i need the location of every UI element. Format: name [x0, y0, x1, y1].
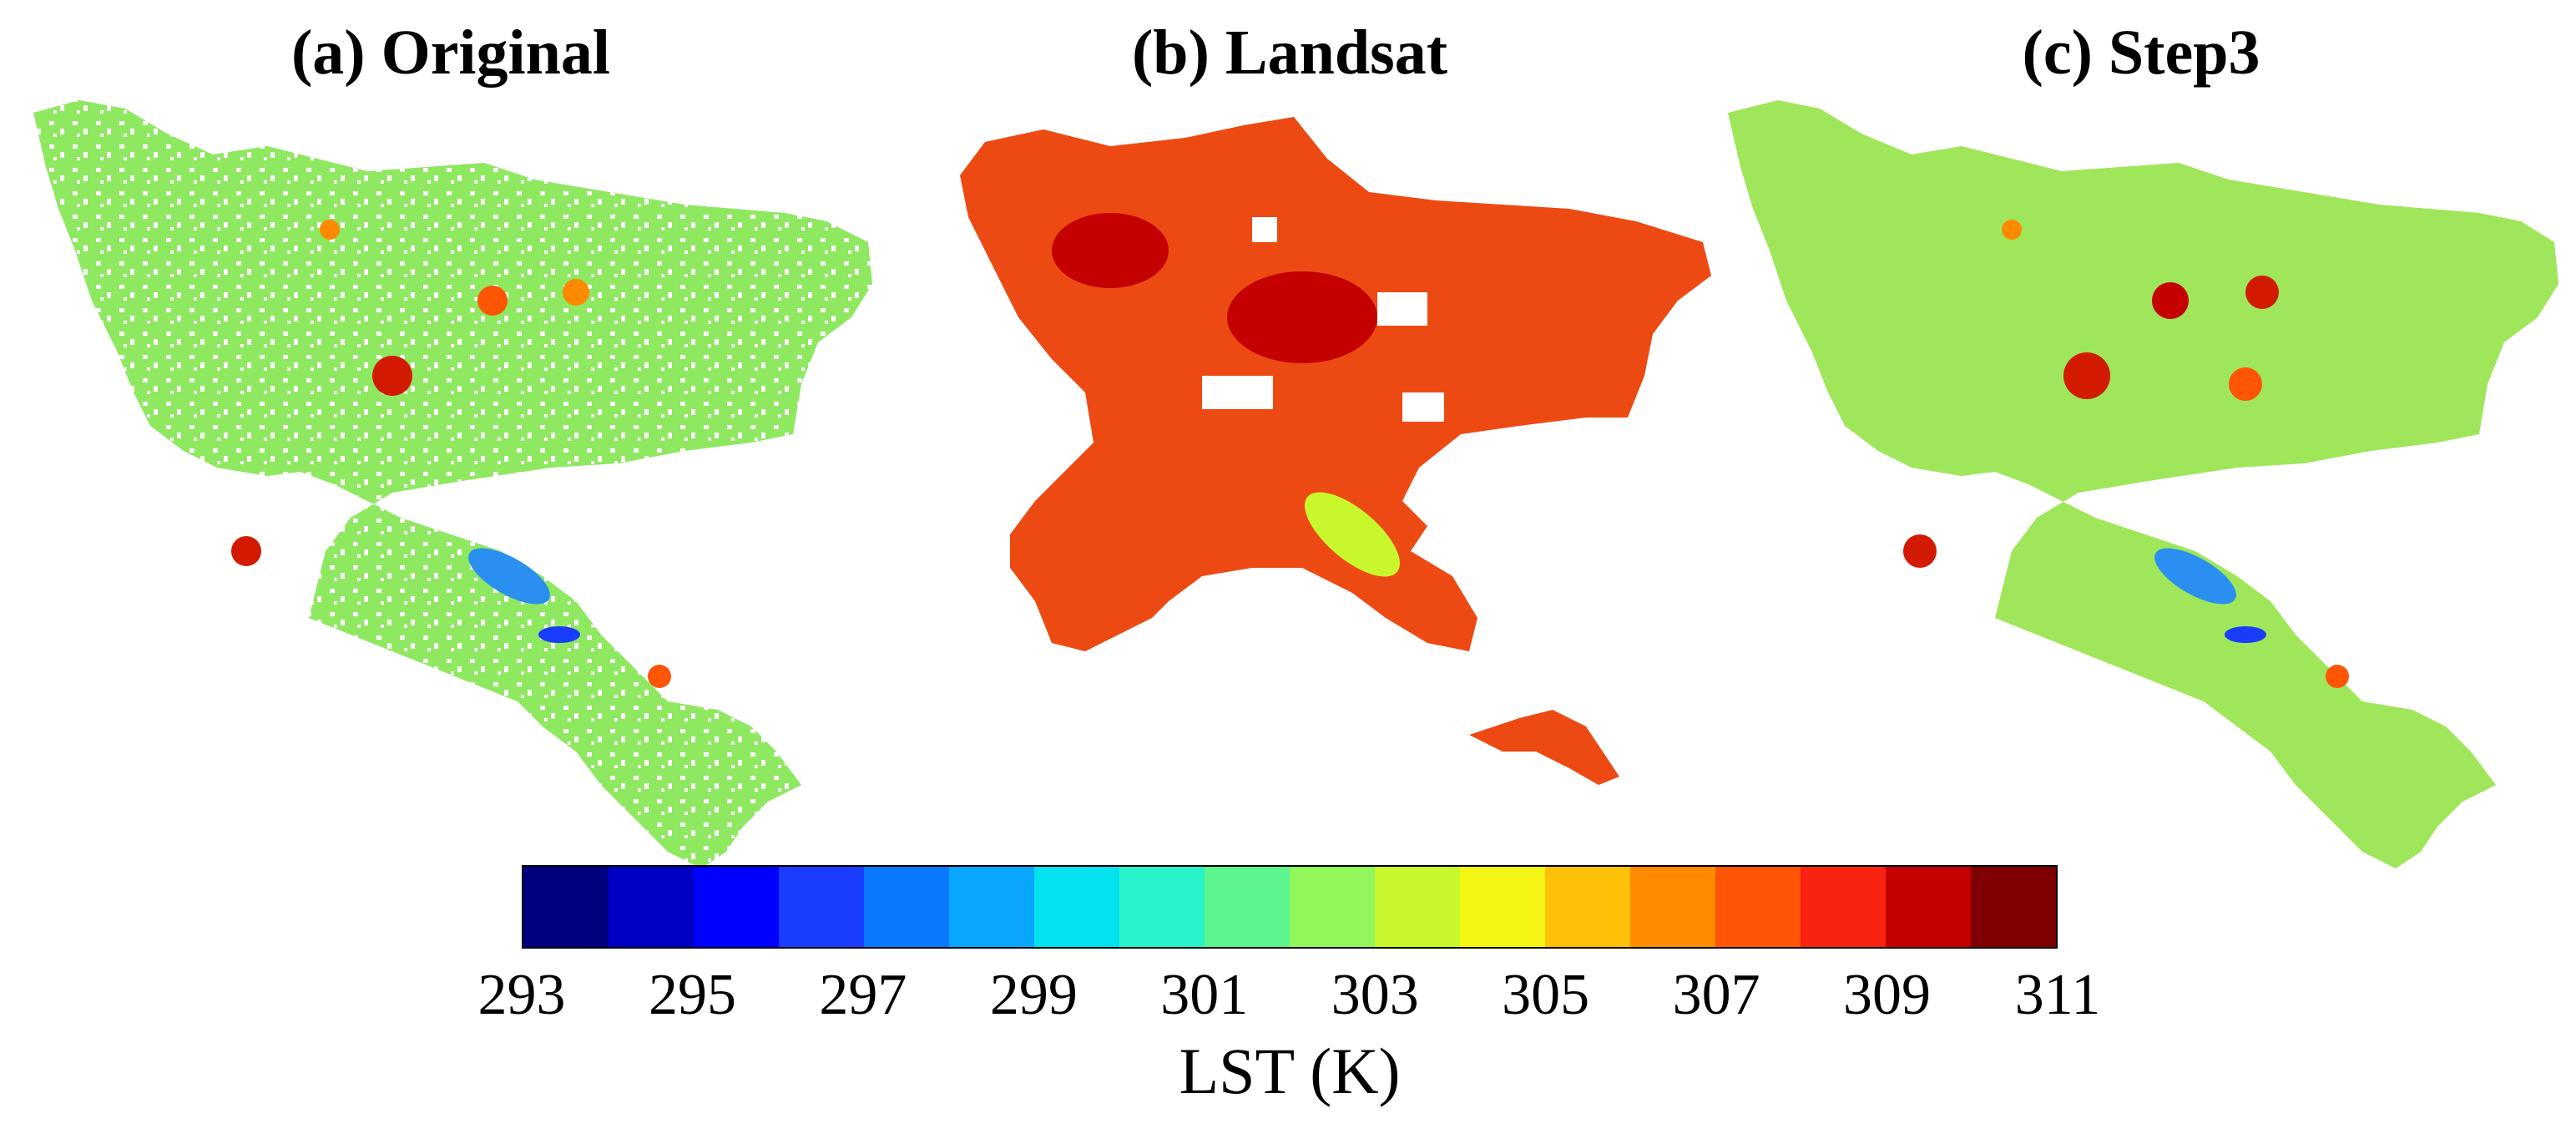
colorbar-swatch [1801, 867, 1886, 947]
colorbar-tick-label: 309 [1843, 963, 1932, 1027]
colorbar [522, 865, 2058, 949]
original-hotspot [372, 356, 412, 396]
panel-title-landsat: (b) Landsat [1132, 18, 1447, 88]
original-missing-pixels [33, 100, 872, 868]
colorbar-swatch [864, 867, 949, 947]
colorbar-tick-label: 299 [989, 963, 1078, 1027]
colorbar-swatch [1886, 867, 1971, 947]
step3-hotspot [2002, 220, 2022, 240]
step3-hotspot [1903, 534, 1937, 568]
colorbar-tick-label: 305 [1502, 963, 1590, 1027]
step3-hotspot [2326, 665, 2349, 688]
colorbar-swatch [949, 867, 1034, 947]
step3-hotspot [2152, 282, 2189, 319]
colorbar-swatch [694, 867, 779, 947]
colorbar-swatch [1460, 867, 1545, 947]
colorbar-swatch [1119, 867, 1205, 947]
panel-title-step3: (c) Step3 [2022, 18, 2260, 88]
step3-hotspot [2229, 367, 2262, 401]
colorbar-tick-label: 303 [1331, 963, 1419, 1027]
colorbar-tick-label: 293 [477, 963, 566, 1027]
colorbar-label: LST (K) [1179, 1035, 1401, 1107]
original-hotspot [563, 279, 589, 306]
original-hotspot [231, 536, 261, 566]
colorbar-swatch [1375, 867, 1460, 947]
original-water-body [468, 548, 550, 605]
colorbar-swatch [523, 867, 609, 947]
colorbar-swatch [779, 867, 864, 947]
original-hotspot [477, 286, 508, 316]
colorbar-swatch [1034, 867, 1119, 947]
colorbar-swatch [1205, 867, 1290, 947]
original-hotspot [320, 220, 340, 240]
landsat-region [1469, 710, 1619, 785]
map-original [33, 100, 872, 868]
colorbar-swatch [1971, 867, 2056, 947]
step3-hotspot [2245, 276, 2279, 309]
landsat-missing-patch [1252, 217, 1277, 242]
colorbar-swatch [609, 867, 694, 947]
colorbar-tick-label: 307 [1672, 963, 1760, 1027]
landsat-cool-area [1305, 492, 1400, 577]
landsat-missing-patch [1202, 376, 1273, 409]
panel-title-original: (a) Original [290, 18, 611, 88]
colorbar-swatch [1290, 867, 1375, 947]
colorbar-swatch [1715, 867, 1801, 947]
colorbar-swatch [1545, 867, 1630, 947]
landsat-region [960, 117, 1711, 651]
colorbar-tick-label: 311 [2014, 963, 2101, 1027]
colorbar-tick-label: 295 [648, 963, 736, 1027]
step3-hotspot [2063, 352, 2110, 399]
original-water-body [538, 626, 580, 643]
map-step3 [1728, 100, 2558, 868]
landsat-hot-area [1052, 213, 1169, 288]
colorbar-tick-label: 301 [1160, 963, 1249, 1027]
step3-region [1728, 100, 2558, 868]
colorbar-swatch [1630, 867, 1715, 947]
step3-water-body [2225, 626, 2266, 643]
colorbar-tick-label: 297 [819, 963, 907, 1027]
original-hotspot [648, 665, 671, 688]
landsat-hot-area [1227, 271, 1377, 363]
landsat-missing-patch [1377, 292, 1427, 326]
step3-water-body [2154, 548, 2236, 605]
landsat-missing-patch [1402, 392, 1444, 422]
map-landsat [960, 117, 1711, 785]
